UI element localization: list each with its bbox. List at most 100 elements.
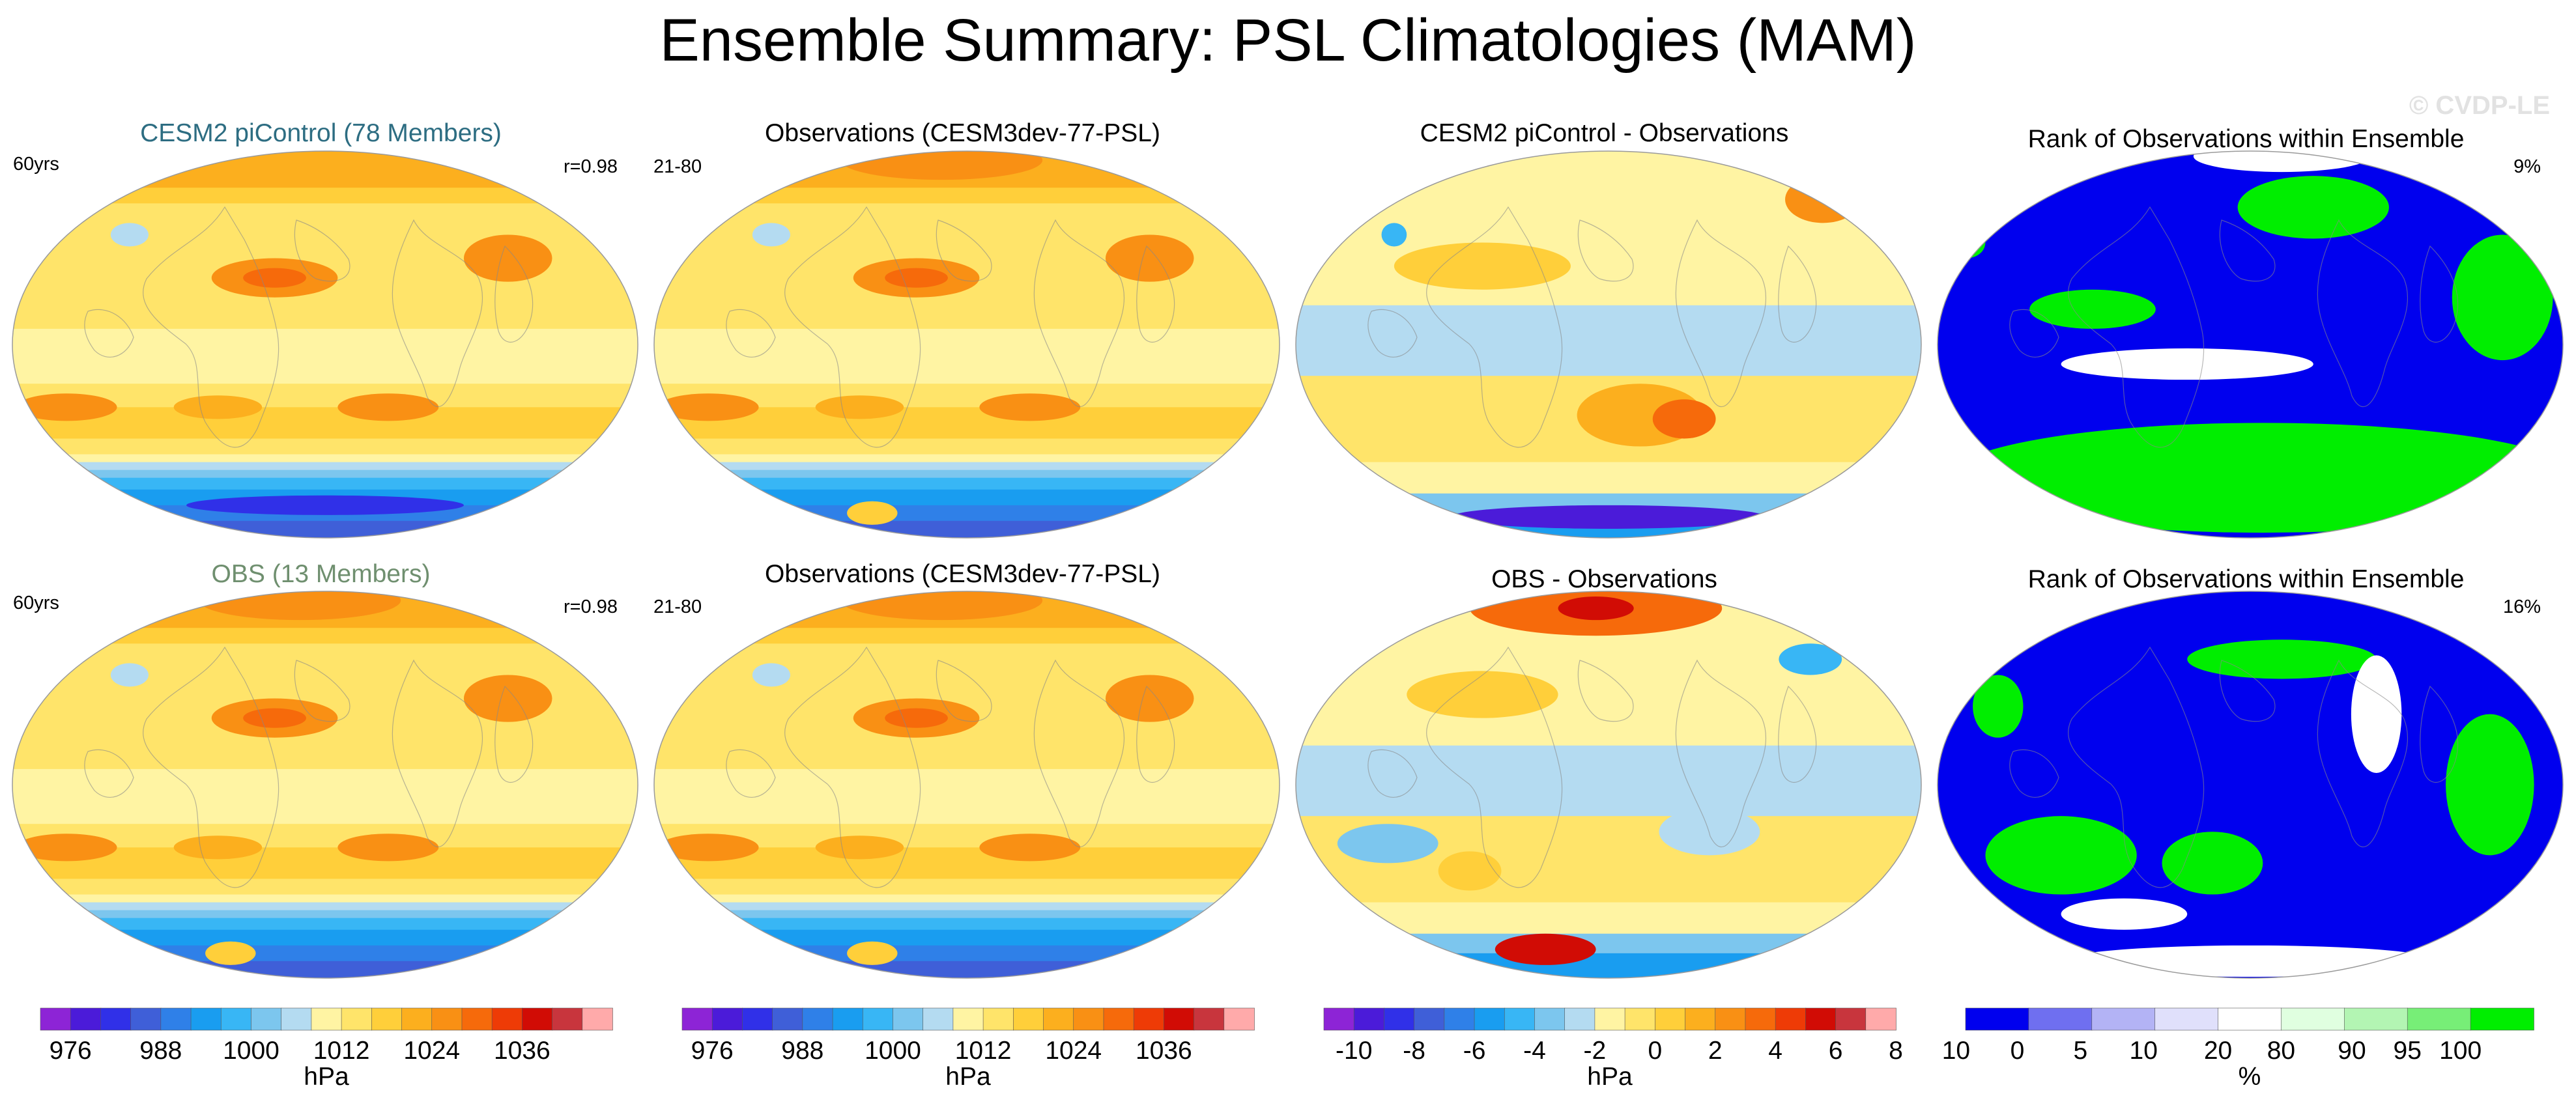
pressure-cell: [173, 835, 263, 860]
map-panel: [653, 150, 1280, 539]
map-band: [12, 910, 638, 919]
colorbar-box: [742, 1007, 773, 1031]
colorbar-box: [220, 1007, 252, 1031]
colorbar-tick-label: 8: [1889, 1037, 1903, 1065]
map-band: [654, 878, 1280, 895]
map-field: [1938, 591, 2563, 978]
colorbar-tick-label: 988: [781, 1037, 823, 1065]
coastline: [784, 646, 921, 888]
colorbar-box: [190, 1007, 222, 1031]
rank-region: [1947, 423, 2563, 533]
pressure-cell: [847, 501, 898, 525]
map-band: [1296, 305, 1921, 377]
colorbar-box: [1594, 1007, 1625, 1031]
colorbar-box: [1655, 1007, 1686, 1031]
colorbar-tick-label: 976: [691, 1037, 734, 1065]
colorbar-box: [1164, 1007, 1195, 1031]
coastline: [2068, 206, 2205, 448]
colorbar-tick-label: 1000: [223, 1037, 279, 1065]
colorbar-box: [1965, 1007, 2029, 1031]
colorbar-tick-label: 90: [2338, 1037, 2366, 1065]
pressure-cell: [815, 395, 904, 419]
pressure-cell: [16, 393, 117, 421]
map-band: [12, 477, 638, 490]
colorbar-box: [1474, 1007, 1506, 1031]
panel-title: CESM2 piControl - Observations: [1420, 119, 1789, 147]
pressure-cell: [463, 675, 552, 722]
pressure-cell: [1105, 675, 1194, 722]
coastline: [2317, 219, 2408, 407]
colorbar-box: [1444, 1007, 1475, 1031]
colorbar-box: [1685, 1007, 1716, 1031]
colorbar-tick-label: 1024: [1045, 1037, 1102, 1065]
pressure-cell: [840, 151, 1043, 180]
colorbar-box: [893, 1007, 924, 1031]
map-field: [1938, 151, 2563, 538]
colorbar-box: [1013, 1007, 1044, 1031]
map-band: [12, 407, 638, 440]
rank-region: [1947, 227, 1986, 259]
panel-years-label: 60yrs: [13, 593, 59, 613]
coastline: [2219, 660, 2276, 722]
colorbar-tick-label: 20: [2204, 1037, 2232, 1065]
coastline: [494, 245, 534, 343]
colorbar-box: [1414, 1007, 1445, 1031]
map-panel: [1295, 150, 1922, 539]
colorbar-box: [1805, 1007, 1837, 1031]
rank-region: [2452, 234, 2553, 361]
map-band: [1296, 462, 1921, 494]
colorbar-units-label: hPa: [304, 1063, 349, 1091]
colorbar-box: [371, 1007, 403, 1031]
pressure-cell: [243, 268, 306, 288]
rank-region: [2061, 348, 2313, 380]
pressure-cell: [1407, 671, 1558, 718]
colorbar-box: [1384, 1007, 1415, 1031]
pressure-cell: [1659, 808, 1760, 856]
colorbar-box: [1865, 1007, 1896, 1031]
colorbar-box: [431, 1007, 463, 1031]
coastline: [1675, 219, 1766, 407]
pressure-cell: [752, 663, 790, 687]
map-band: [654, 945, 1280, 962]
colorbar-tick-label: 100: [2439, 1037, 2482, 1065]
map-band: [12, 902, 638, 911]
coastline: [1778, 245, 1817, 343]
map-band: [654, 768, 1280, 825]
rank-region: [2061, 945, 2440, 977]
pressure-cell: [840, 591, 1043, 621]
map-band: [12, 918, 638, 931]
coastline: [2009, 749, 2059, 798]
map-band: [654, 489, 1280, 506]
colorbar-box: [952, 1007, 984, 1031]
pressure-cell: [1381, 223, 1407, 247]
map-field: [12, 591, 638, 978]
map-band: [654, 438, 1280, 455]
psl-colorbar: 976 988 1000 1012 1024 1036: [681, 1007, 1255, 1065]
map-band: [654, 505, 1280, 522]
colorbar-tick-label: 1000: [865, 1037, 921, 1065]
colorbar-box: [923, 1007, 954, 1031]
coastline: [1675, 659, 1766, 847]
colorbar-box: [251, 1007, 282, 1031]
coastline: [1136, 245, 1175, 343]
pressure-cell: [657, 393, 759, 421]
pressure-cell: [243, 708, 306, 728]
map-band: [12, 768, 638, 825]
rank-region: [2061, 898, 2188, 930]
colorbar-box: [772, 1007, 803, 1031]
coastline: [2420, 245, 2459, 343]
coastline: [1136, 685, 1175, 783]
coastline: [1426, 206, 1563, 448]
colorbar-tick-label: 1012: [313, 1037, 370, 1065]
map-panel: [12, 591, 638, 979]
pressure-cell: [337, 834, 439, 862]
map-band: [12, 847, 638, 880]
panel-correlation-label: r=0.98: [563, 156, 618, 177]
map-band: [654, 824, 1280, 849]
colorbar-box: [1103, 1007, 1134, 1031]
colorbar-box: [2028, 1007, 2093, 1031]
colorbar-box: [582, 1007, 613, 1031]
map-band: [654, 407, 1280, 440]
colorbar-box: [552, 1007, 583, 1031]
map-band: [1296, 933, 1921, 954]
